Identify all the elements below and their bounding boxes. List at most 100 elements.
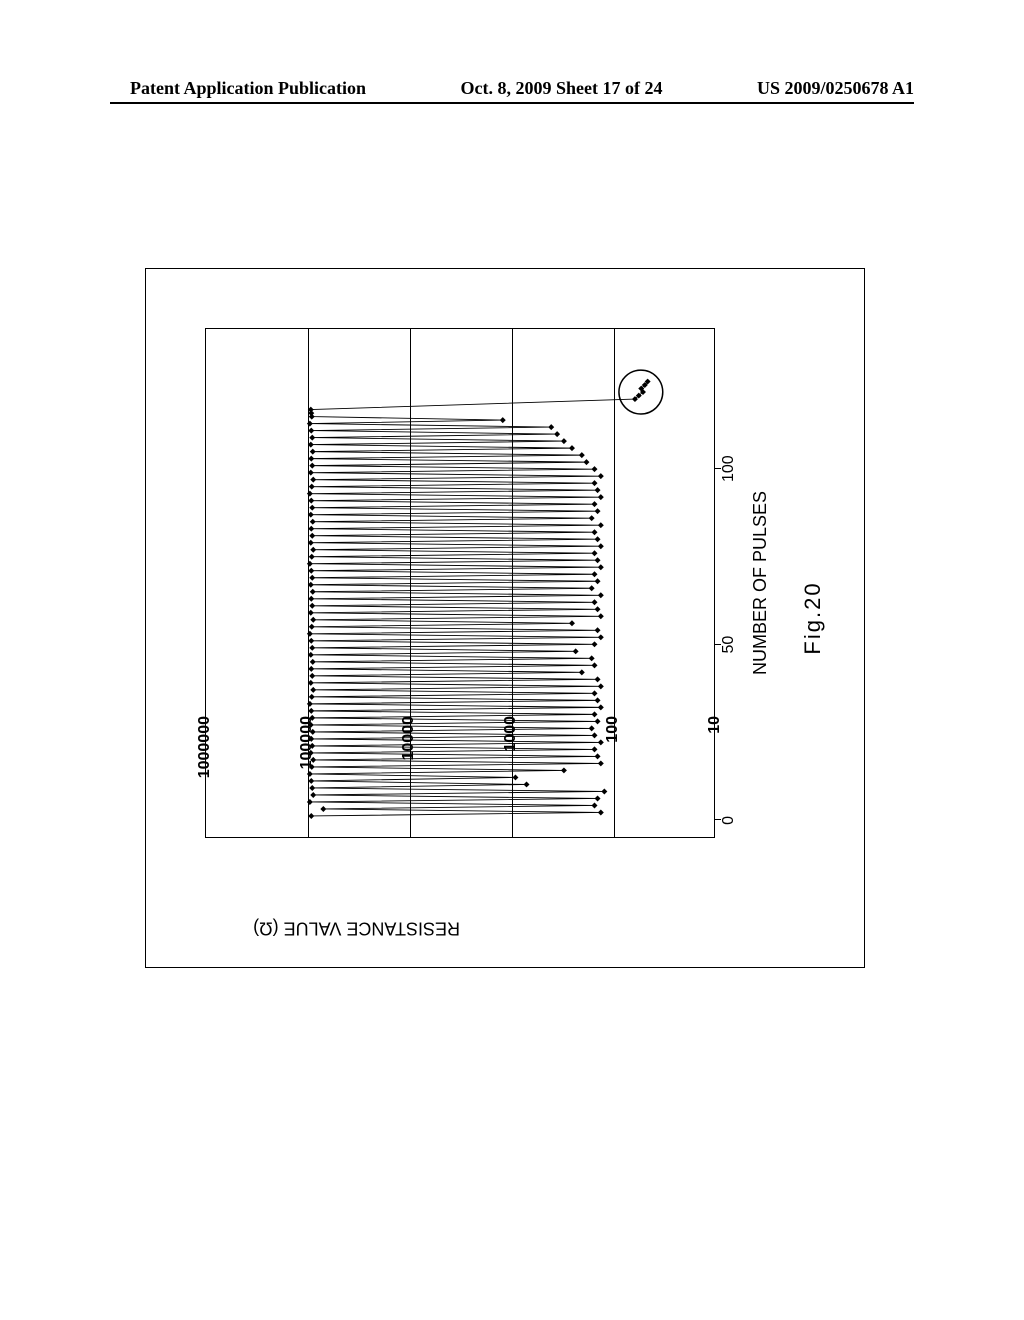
data-marker [554, 431, 560, 437]
data-marker [308, 596, 314, 602]
data-marker [308, 568, 314, 574]
figure-outer-frame: RESISTANCE VALUE (Ω) NUMBER OF PULSES Fi… [145, 268, 865, 968]
data-marker [309, 673, 315, 679]
data-marker [592, 711, 598, 717]
data-marker [573, 648, 579, 654]
data-marker [561, 767, 567, 773]
data-marker [308, 582, 314, 588]
data-marker [595, 753, 601, 759]
data-marker [310, 687, 316, 693]
data-marker [595, 536, 601, 542]
data-marker [307, 771, 313, 777]
data-marker [310, 792, 316, 798]
data-marker [308, 680, 314, 686]
data-marker [561, 438, 567, 444]
data-marker [589, 655, 595, 661]
data-marker [309, 645, 315, 651]
data-marker [309, 533, 315, 539]
data-marker [601, 788, 607, 794]
data-marker [592, 501, 598, 507]
x-axis-label: NUMBER OF PULSES [750, 491, 771, 675]
data-marker [308, 610, 314, 616]
data-marker [308, 498, 314, 504]
data-marker [309, 463, 315, 469]
data-marker [592, 641, 598, 647]
data-marker [595, 795, 601, 801]
data-marker [592, 690, 598, 696]
data-marker [310, 729, 316, 735]
data-marker [320, 806, 326, 812]
data-marker [524, 781, 530, 787]
x-tick-label: 0 [720, 816, 738, 825]
data-marker [589, 725, 595, 731]
data-marker [310, 547, 316, 553]
x-tick-mark [715, 468, 721, 469]
data-marker [598, 704, 604, 710]
data-marker [592, 746, 598, 752]
data-marker [309, 694, 315, 700]
data-marker [589, 585, 595, 591]
data-marker [307, 701, 313, 707]
data-marker [307, 421, 313, 427]
x-tick-label: 50 [720, 636, 738, 654]
data-marker [598, 494, 604, 500]
data-marker [569, 445, 575, 451]
data-marker [308, 750, 314, 756]
data-marker [592, 529, 598, 535]
data-marker [310, 589, 316, 595]
data-marker [592, 599, 598, 605]
data-marker [308, 638, 314, 644]
data-marker [308, 442, 314, 448]
data-marker [595, 676, 601, 682]
data-marker [598, 809, 604, 815]
data-line [310, 382, 648, 816]
data-marker [307, 799, 313, 805]
data-marker [309, 575, 315, 581]
data-marker [310, 757, 316, 763]
data-marker [512, 774, 518, 780]
x-tick-mark [715, 644, 721, 645]
data-marker [595, 697, 601, 703]
data-marker [595, 606, 601, 612]
data-marker [308, 778, 314, 784]
data-marker [592, 571, 598, 577]
data-marker [598, 613, 604, 619]
data-marker [308, 722, 314, 728]
data-marker [598, 592, 604, 598]
data-marker [308, 456, 314, 462]
data-marker [598, 739, 604, 745]
data-marker [309, 764, 315, 770]
data-marker [595, 718, 601, 724]
data-marker [598, 760, 604, 766]
data-marker [308, 428, 314, 434]
data-marker [308, 407, 314, 413]
data-marker [309, 484, 315, 490]
data-marker [309, 505, 315, 511]
plot-area [205, 328, 715, 838]
data-marker [308, 666, 314, 672]
data-marker [598, 543, 604, 549]
header-rule [110, 102, 914, 104]
page-header: Patent Application Publication Oct. 8, 2… [0, 78, 1024, 99]
figure-caption: Fig.20 [800, 581, 826, 654]
data-marker [310, 477, 316, 483]
data-marker [595, 557, 601, 563]
x-tick-mark [715, 819, 721, 820]
data-marker [307, 491, 313, 497]
data-marker [309, 603, 315, 609]
data-marker [308, 470, 314, 476]
x-tick-label: 100 [720, 455, 738, 482]
data-marker [592, 732, 598, 738]
data-marker [309, 435, 315, 441]
data-marker [309, 715, 315, 721]
data-marker [598, 683, 604, 689]
header-center: Oct. 8, 2009 Sheet 17 of 24 [461, 78, 663, 99]
data-marker [592, 480, 598, 486]
data-marker [595, 627, 601, 633]
data-marker [583, 459, 589, 465]
data-marker [308, 526, 314, 532]
data-marker [308, 512, 314, 518]
data-marker [579, 452, 585, 458]
data-marker [308, 736, 314, 742]
data-marker [598, 564, 604, 570]
